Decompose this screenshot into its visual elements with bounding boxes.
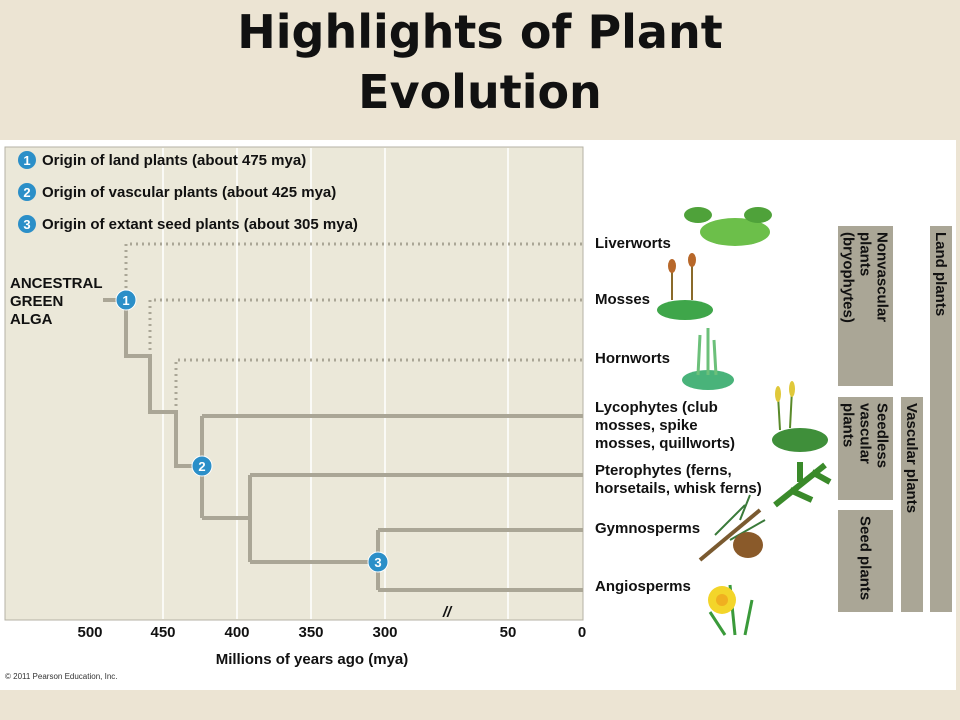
group-bar: [930, 226, 952, 612]
legend-text: Origin of vascular plants (about 425 mya…: [42, 184, 336, 201]
taxon-label: Liverworts: [595, 235, 671, 252]
legend-number: 1: [23, 153, 30, 168]
hornwort: [682, 370, 734, 390]
root-label: ANCESTRAL: [10, 275, 103, 292]
branch-dotted: [124, 242, 583, 300]
group-bar: [901, 397, 923, 612]
liverwort: [700, 218, 770, 246]
daffodil-leaves: [708, 599, 754, 636]
group-bar: [838, 397, 893, 500]
moss: [657, 300, 713, 320]
fern: [773, 462, 832, 508]
liverwort: [744, 207, 772, 223]
taxon-label: horsetails, whisk ferns): [595, 480, 762, 497]
legend-number: 2: [23, 185, 30, 200]
title: Evolution: [358, 65, 602, 119]
tick-label: 50: [500, 624, 517, 641]
group-label: Seedless: [874, 403, 891, 468]
node-marker: [115, 289, 137, 311]
axis-label: Millions of years ago (mya): [216, 651, 409, 668]
hornwort-horns: [696, 328, 718, 376]
title: Highlights of Plant: [237, 5, 722, 59]
taxon-label: mosses, quillworts): [595, 435, 735, 452]
taxon-label: mosses, spike: [595, 417, 698, 434]
strobilus: [775, 386, 781, 402]
tick-label: 400: [224, 624, 249, 641]
root-label: ALGA: [10, 311, 53, 328]
tick-label: 450: [150, 624, 175, 641]
group-label: Nonvascular: [874, 232, 891, 322]
pine-needles: [714, 494, 766, 541]
group-label: Land plants: [932, 232, 949, 316]
legend-number: 3: [23, 217, 30, 232]
lycophyte: [772, 428, 828, 452]
node-number: 3: [374, 555, 381, 570]
root-label: GREEN: [10, 293, 63, 310]
node-number: 1: [122, 293, 129, 308]
node-marker: [191, 455, 213, 477]
legend-text: Origin of extant seed plants (about 305 …: [42, 216, 358, 233]
group-label: (bryophytes): [840, 232, 857, 323]
legend-text: Origin of land plants (about 475 mya): [42, 152, 306, 169]
branch-dotted: [148, 298, 583, 356]
moss-capsule: [668, 259, 676, 273]
group-bar: [838, 226, 893, 386]
node-number: 2: [198, 459, 205, 474]
taxon-label: Lycophytes (club: [595, 399, 718, 416]
legend-marker: [18, 151, 36, 169]
tick-label: 0: [578, 624, 586, 641]
group-bar: [838, 510, 893, 612]
tick-label: 500: [77, 624, 102, 641]
group-label: Vascular plants: [903, 403, 920, 513]
plant-illustrations: [657, 207, 832, 636]
strobilus: [789, 381, 795, 397]
group-label: Seed plants: [857, 516, 874, 600]
liverwort: [684, 207, 712, 223]
taxon-label: Mosses: [595, 291, 650, 308]
tick-label: 350: [298, 624, 323, 641]
pine-branch: [698, 508, 762, 562]
plot-area: [4, 146, 584, 621]
group-label: plants: [840, 403, 857, 447]
moss-capsule: [688, 253, 696, 267]
taxon-label: Angiosperms: [595, 578, 691, 595]
axis-break: //: [442, 604, 453, 621]
group-label: plants: [857, 232, 874, 276]
node-marker: [367, 551, 389, 573]
copyright: © 2011 Pearson Education, Inc.: [5, 672, 117, 681]
taxon-label: Pterophytes (ferns,: [595, 462, 732, 479]
taxon-label: Gymnosperms: [595, 520, 700, 537]
pine-cone: [733, 532, 763, 558]
group-label: vascular: [857, 403, 874, 464]
tick-label: 300: [372, 624, 397, 641]
legend-marker: [18, 183, 36, 201]
daffodil-center: [716, 594, 728, 606]
legend-marker: [18, 215, 36, 233]
taxon-label: Hornworts: [595, 350, 670, 367]
